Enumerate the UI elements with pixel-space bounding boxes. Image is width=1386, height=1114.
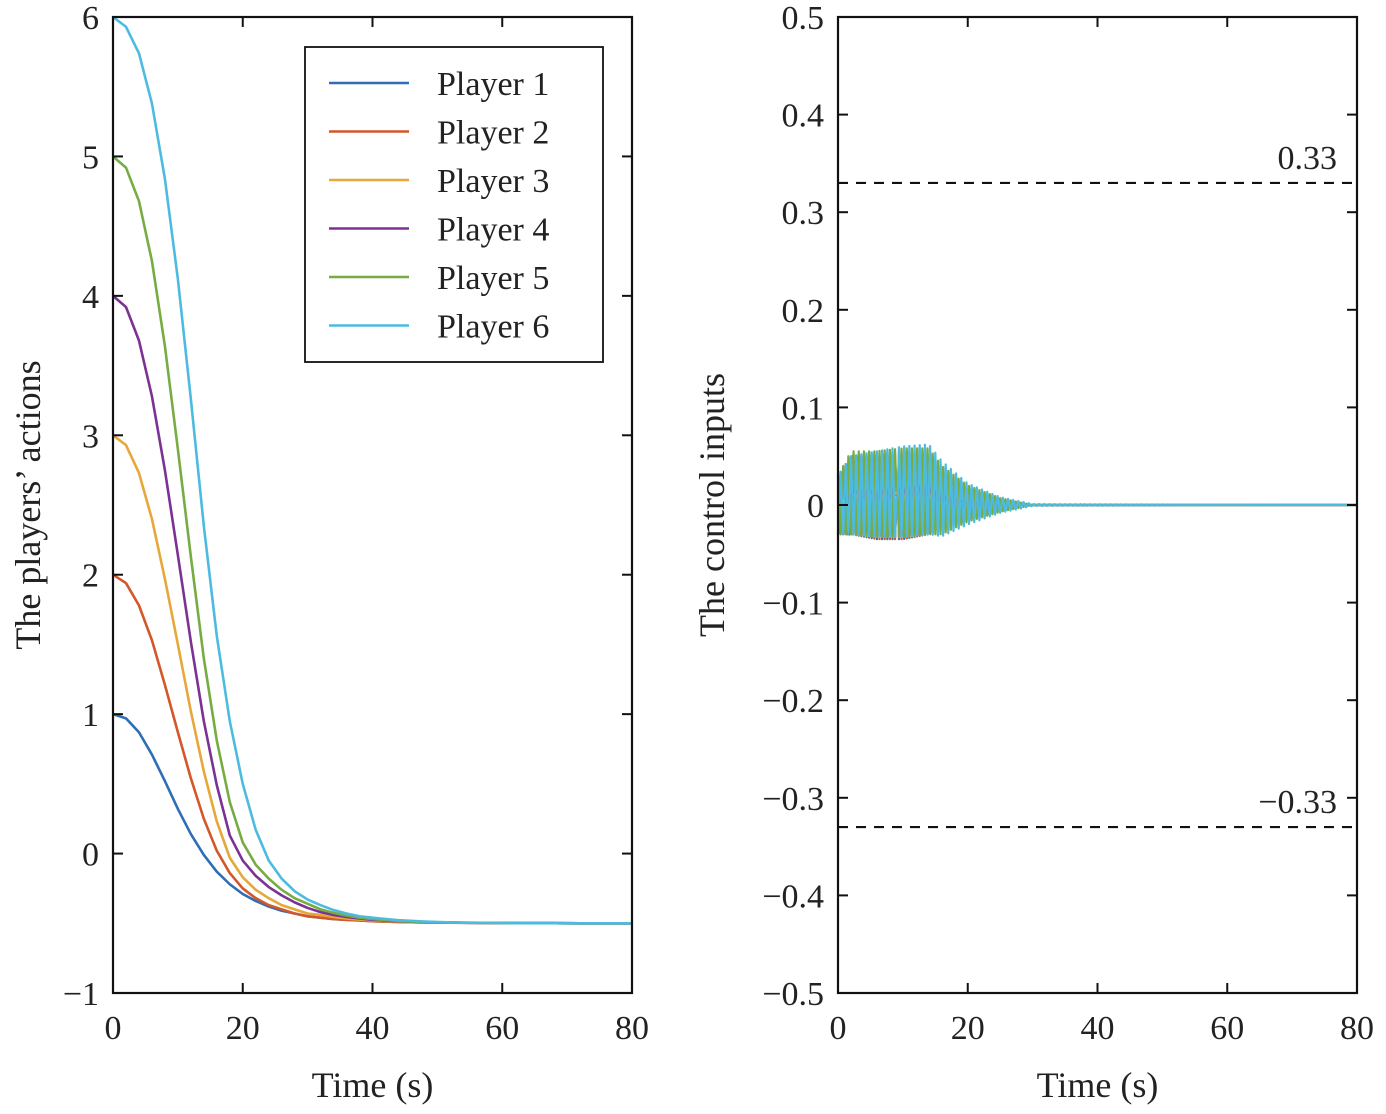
right-panel-control-inputs: 0.33 −0.33 0 20 40 60 80 −0.5 −0.4 −0.3 −0.2 −0.1 0 0… <box>692 0 1374 1105</box>
legend-label-player-5: Player 5 <box>437 260 549 297</box>
x-axis-label: Time (s) <box>1037 1065 1159 1105</box>
x-tick-label: 20 <box>951 1010 985 1047</box>
y-tick-label: 0.4 <box>782 98 825 135</box>
y-tick-label: 1 <box>82 697 99 734</box>
legend-label-player-2: Player 2 <box>437 115 549 152</box>
legend-label-player-4: Player 4 <box>437 212 549 249</box>
y-tick-label: 0.1 <box>782 390 825 427</box>
x-tick-label: 20 <box>226 1010 260 1047</box>
y-tick-label: 4 <box>82 279 99 316</box>
series-line-player-2 <box>112 573 632 925</box>
y-tick-label: 0 <box>82 837 99 874</box>
legend-label-player-3: Player 3 <box>437 163 549 200</box>
x-tick-label: 40 <box>356 1010 390 1047</box>
y-tick-label: 5 <box>82 139 99 176</box>
series-line-control-6 <box>836 443 1357 539</box>
x-tick-label: 60 <box>1210 1010 1244 1047</box>
series-line-player-3 <box>112 434 632 925</box>
y-tick-label: −0.2 <box>762 683 824 720</box>
y-tick-label: 0 <box>807 488 824 525</box>
y-tick-label: −0.3 <box>762 781 824 818</box>
legend-label-player-1: Player 1 <box>437 66 549 103</box>
series-line-player-6 <box>112 15 632 925</box>
y-tick-label: 0.3 <box>782 195 825 232</box>
y-tick-label: −1 <box>63 976 99 1013</box>
x-tick-label: 0 <box>830 1010 847 1047</box>
y-tick-label: −0.4 <box>762 878 824 915</box>
series-line-player-1 <box>112 712 632 925</box>
y-axis-label: The players’ actions <box>8 360 48 649</box>
y-tick-label: −0.5 <box>762 976 824 1013</box>
y-tick-label: 0.2 <box>782 293 825 330</box>
legend-label-player-6: Player 6 <box>437 309 549 346</box>
x-tick-label: 60 <box>485 1010 519 1047</box>
bound-label-upper: 0.33 <box>1278 140 1338 177</box>
y-axis-label: The control inputs <box>692 373 732 637</box>
x-tick-label: 80 <box>615 1010 649 1047</box>
x-tick-label: 40 <box>1081 1010 1115 1047</box>
x-tick-label: 0 <box>105 1010 122 1047</box>
legend-box <box>304 46 604 363</box>
x-axis-label: Time (s) <box>312 1065 434 1105</box>
y-tick-label: 6 <box>82 0 99 37</box>
bound-label-lower: −0.33 <box>1258 784 1337 821</box>
x-tick-label: 80 <box>1340 1010 1374 1047</box>
y-tick-label: 2 <box>82 558 99 595</box>
y-tick-label: −0.1 <box>762 586 824 623</box>
y-tick-label: 3 <box>82 418 99 455</box>
y-tick-label: 0.5 <box>782 0 825 37</box>
